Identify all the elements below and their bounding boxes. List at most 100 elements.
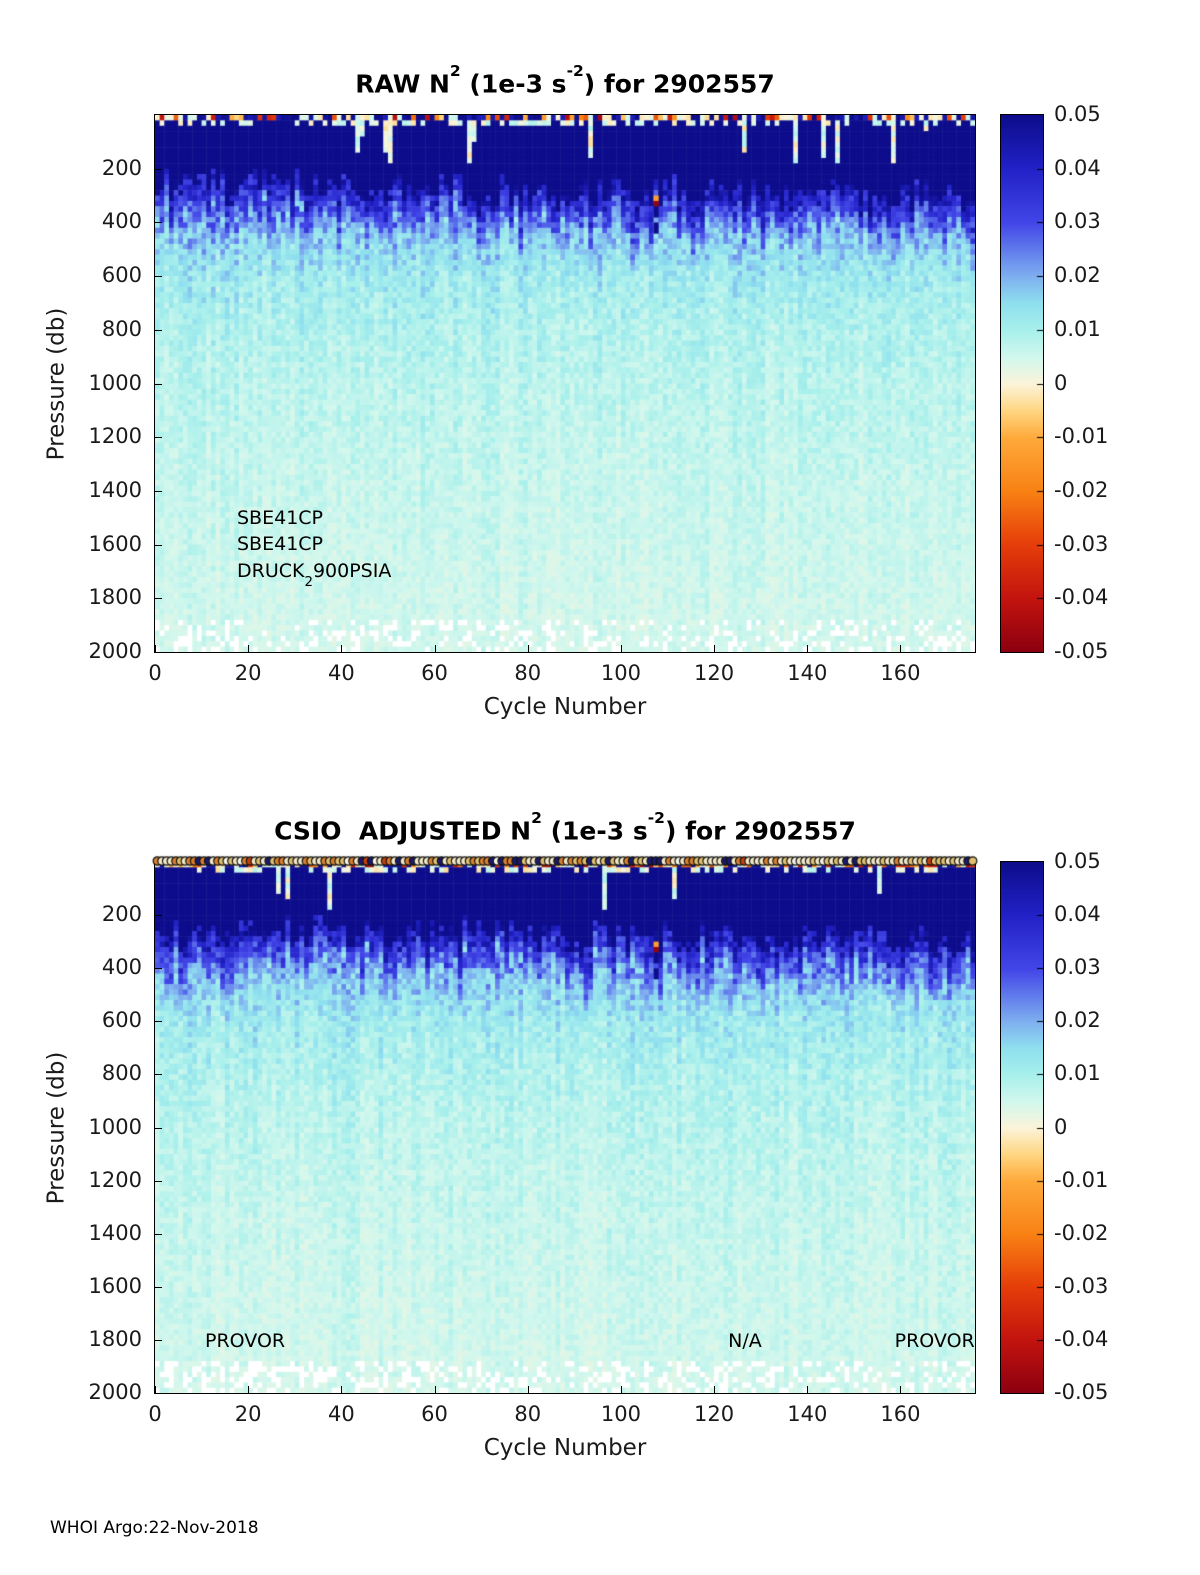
- x-tick-mark: [434, 1386, 436, 1393]
- csio-adjusted-title-part: CSIO ADJUSTED N: [274, 816, 532, 846]
- x-tick-mark: [155, 645, 156, 652]
- cycle-marker-row: [148, 854, 982, 868]
- colorbar-tick-label: 0.05: [1054, 102, 1101, 126]
- y-tick-label: 200: [101, 902, 142, 927]
- x-tick-label: 40: [327, 1402, 355, 1426]
- y-tick-label: 1000: [88, 370, 142, 395]
- colorbar-tick-label: 0.04: [1054, 155, 1101, 180]
- footer-credit: WHOI Argo:22-Nov-2018: [50, 1518, 259, 1538]
- y-tick-mark: [155, 222, 162, 224]
- raw-annotation-2-part: 900PSIA: [312, 559, 392, 582]
- csio-adjusted-ylabel: Pressure (db): [43, 1051, 69, 1204]
- x-tick-mark: [341, 645, 343, 652]
- x-tick-mark: [527, 1386, 529, 1393]
- colorbar-tick-label: 0.01: [1054, 1061, 1101, 1086]
- x-tick-label: 140: [787, 1402, 828, 1426]
- x-tick-label: 20: [234, 661, 262, 685]
- x-tick-label: 140: [787, 661, 828, 685]
- colorbar-tick-label: 0.02: [1054, 263, 1101, 288]
- x-tick-label: 160: [880, 1402, 921, 1426]
- raw-plot-frame: [154, 114, 976, 653]
- colorbar-tick-label: 0.04: [1054, 902, 1101, 927]
- x-tick-mark: [527, 645, 529, 652]
- y-tick-mark: [155, 915, 162, 917]
- raw-annotation-2-part: 2: [304, 575, 313, 591]
- csio-adjusted-title-part: 2: [531, 809, 542, 828]
- y-tick-label: 400: [101, 955, 142, 980]
- y-tick-label: 200: [101, 155, 142, 180]
- y-tick-mark: [155, 652, 162, 653]
- y-tick-label: 600: [101, 263, 142, 288]
- y-tick-label: 1600: [88, 531, 142, 556]
- y-tick-label: 800: [101, 1061, 142, 1086]
- raw-annotation-2-part: DRUCK: [237, 559, 305, 582]
- x-tick-mark: [248, 1386, 250, 1393]
- raw-title-part: RAW N: [355, 69, 450, 99]
- colorbar-tick-label: 0.03: [1054, 209, 1101, 234]
- colorbar-tick-label: -0.02: [1054, 1220, 1109, 1245]
- csio-adjusted-colorbar-frame: [1000, 861, 1044, 1394]
- raw-annotation-1-part: SBE41CP: [237, 533, 324, 556]
- x-tick-label: 0: [148, 661, 162, 685]
- x-tick-mark: [248, 645, 250, 652]
- csio-adjusted-heatmap-canvas: [155, 862, 975, 1393]
- csio-adjusted-annotation-2: PROVOR: [895, 1330, 975, 1352]
- x-tick-mark: [434, 645, 436, 652]
- csio-adjusted-xlabel: Cycle Number: [483, 1435, 647, 1461]
- raw-title: RAW N2 (1e-3 s-2) for 2902557: [75, 62, 1055, 99]
- csio-adjusted-annotation-0: PROVOR: [205, 1330, 285, 1352]
- y-tick-label: 1000: [88, 1114, 142, 1139]
- y-tick-label: 1600: [88, 1273, 142, 1298]
- raw-ylabel: Pressure (db): [43, 307, 69, 460]
- y-tick-mark: [155, 1233, 162, 1235]
- x-tick-mark: [714, 1386, 716, 1393]
- colorbar-tick-label: -0.02: [1054, 477, 1109, 502]
- x-tick-mark: [714, 645, 716, 652]
- y-tick-mark: [155, 968, 162, 970]
- y-tick-label: 1400: [88, 477, 142, 502]
- raw-annotation-1: SBE41CP: [237, 533, 323, 555]
- x-tick-mark: [155, 1386, 156, 1393]
- y-tick-label: 1400: [88, 1220, 142, 1245]
- x-tick-label: 0: [148, 1402, 162, 1426]
- colorbar-tick-label: -0.03: [1054, 1273, 1109, 1298]
- x-tick-label: 120: [694, 1402, 735, 1426]
- y-tick-label: 2000: [88, 639, 142, 663]
- colorbar-tick-label: -0.05: [1054, 639, 1109, 663]
- x-tick-mark: [807, 645, 809, 652]
- raw-title-part: (1e-3 s: [460, 69, 567, 99]
- colorbar-tick-label: 0: [1054, 370, 1068, 395]
- colorbar-tick-label: -0.01: [1054, 1167, 1109, 1192]
- csio-adjusted-colorbar-canvas: [1001, 862, 1043, 1393]
- x-tick-label: 60: [421, 661, 448, 685]
- x-tick-mark: [341, 1386, 343, 1393]
- raw-annotation-2: DRUCK2900PSIA: [237, 559, 392, 590]
- x-tick-label: 80: [514, 661, 542, 685]
- colorbar-tick-label: -0.05: [1054, 1380, 1109, 1404]
- y-tick-label: 800: [101, 316, 142, 341]
- y-tick-mark: [155, 1021, 162, 1023]
- x-tick-label: 160: [880, 661, 921, 685]
- colorbar-tick-label: -0.04: [1054, 585, 1109, 610]
- y-tick-label: 400: [101, 209, 142, 234]
- x-tick-label: 120: [694, 661, 735, 685]
- y-tick-mark: [155, 490, 162, 492]
- csio-adjusted-title-part: ) for 2902557: [664, 816, 856, 846]
- csio-adjusted-plot-frame: [154, 861, 976, 1394]
- y-tick-mark: [155, 1339, 162, 1341]
- x-tick-label: 80: [514, 1402, 542, 1426]
- y-tick-label: 1200: [88, 1167, 142, 1192]
- x-tick-label: 40: [327, 661, 355, 685]
- raw-annotation-0-part: SBE41CP: [237, 506, 324, 529]
- y-tick-mark: [155, 383, 162, 385]
- x-tick-mark: [900, 645, 902, 652]
- x-tick-mark: [900, 1386, 902, 1393]
- x-tick-label: 60: [421, 1402, 448, 1426]
- colorbar-tick-label: -0.04: [1054, 1326, 1109, 1351]
- colorbar-tick-label: 0: [1054, 1114, 1068, 1139]
- raw-heatmap-canvas: [155, 115, 975, 652]
- raw-colorbar-frame: [1000, 114, 1044, 653]
- raw-xlabel: Cycle Number: [483, 694, 647, 720]
- y-tick-label: 600: [101, 1008, 142, 1033]
- x-tick-mark: [620, 645, 622, 652]
